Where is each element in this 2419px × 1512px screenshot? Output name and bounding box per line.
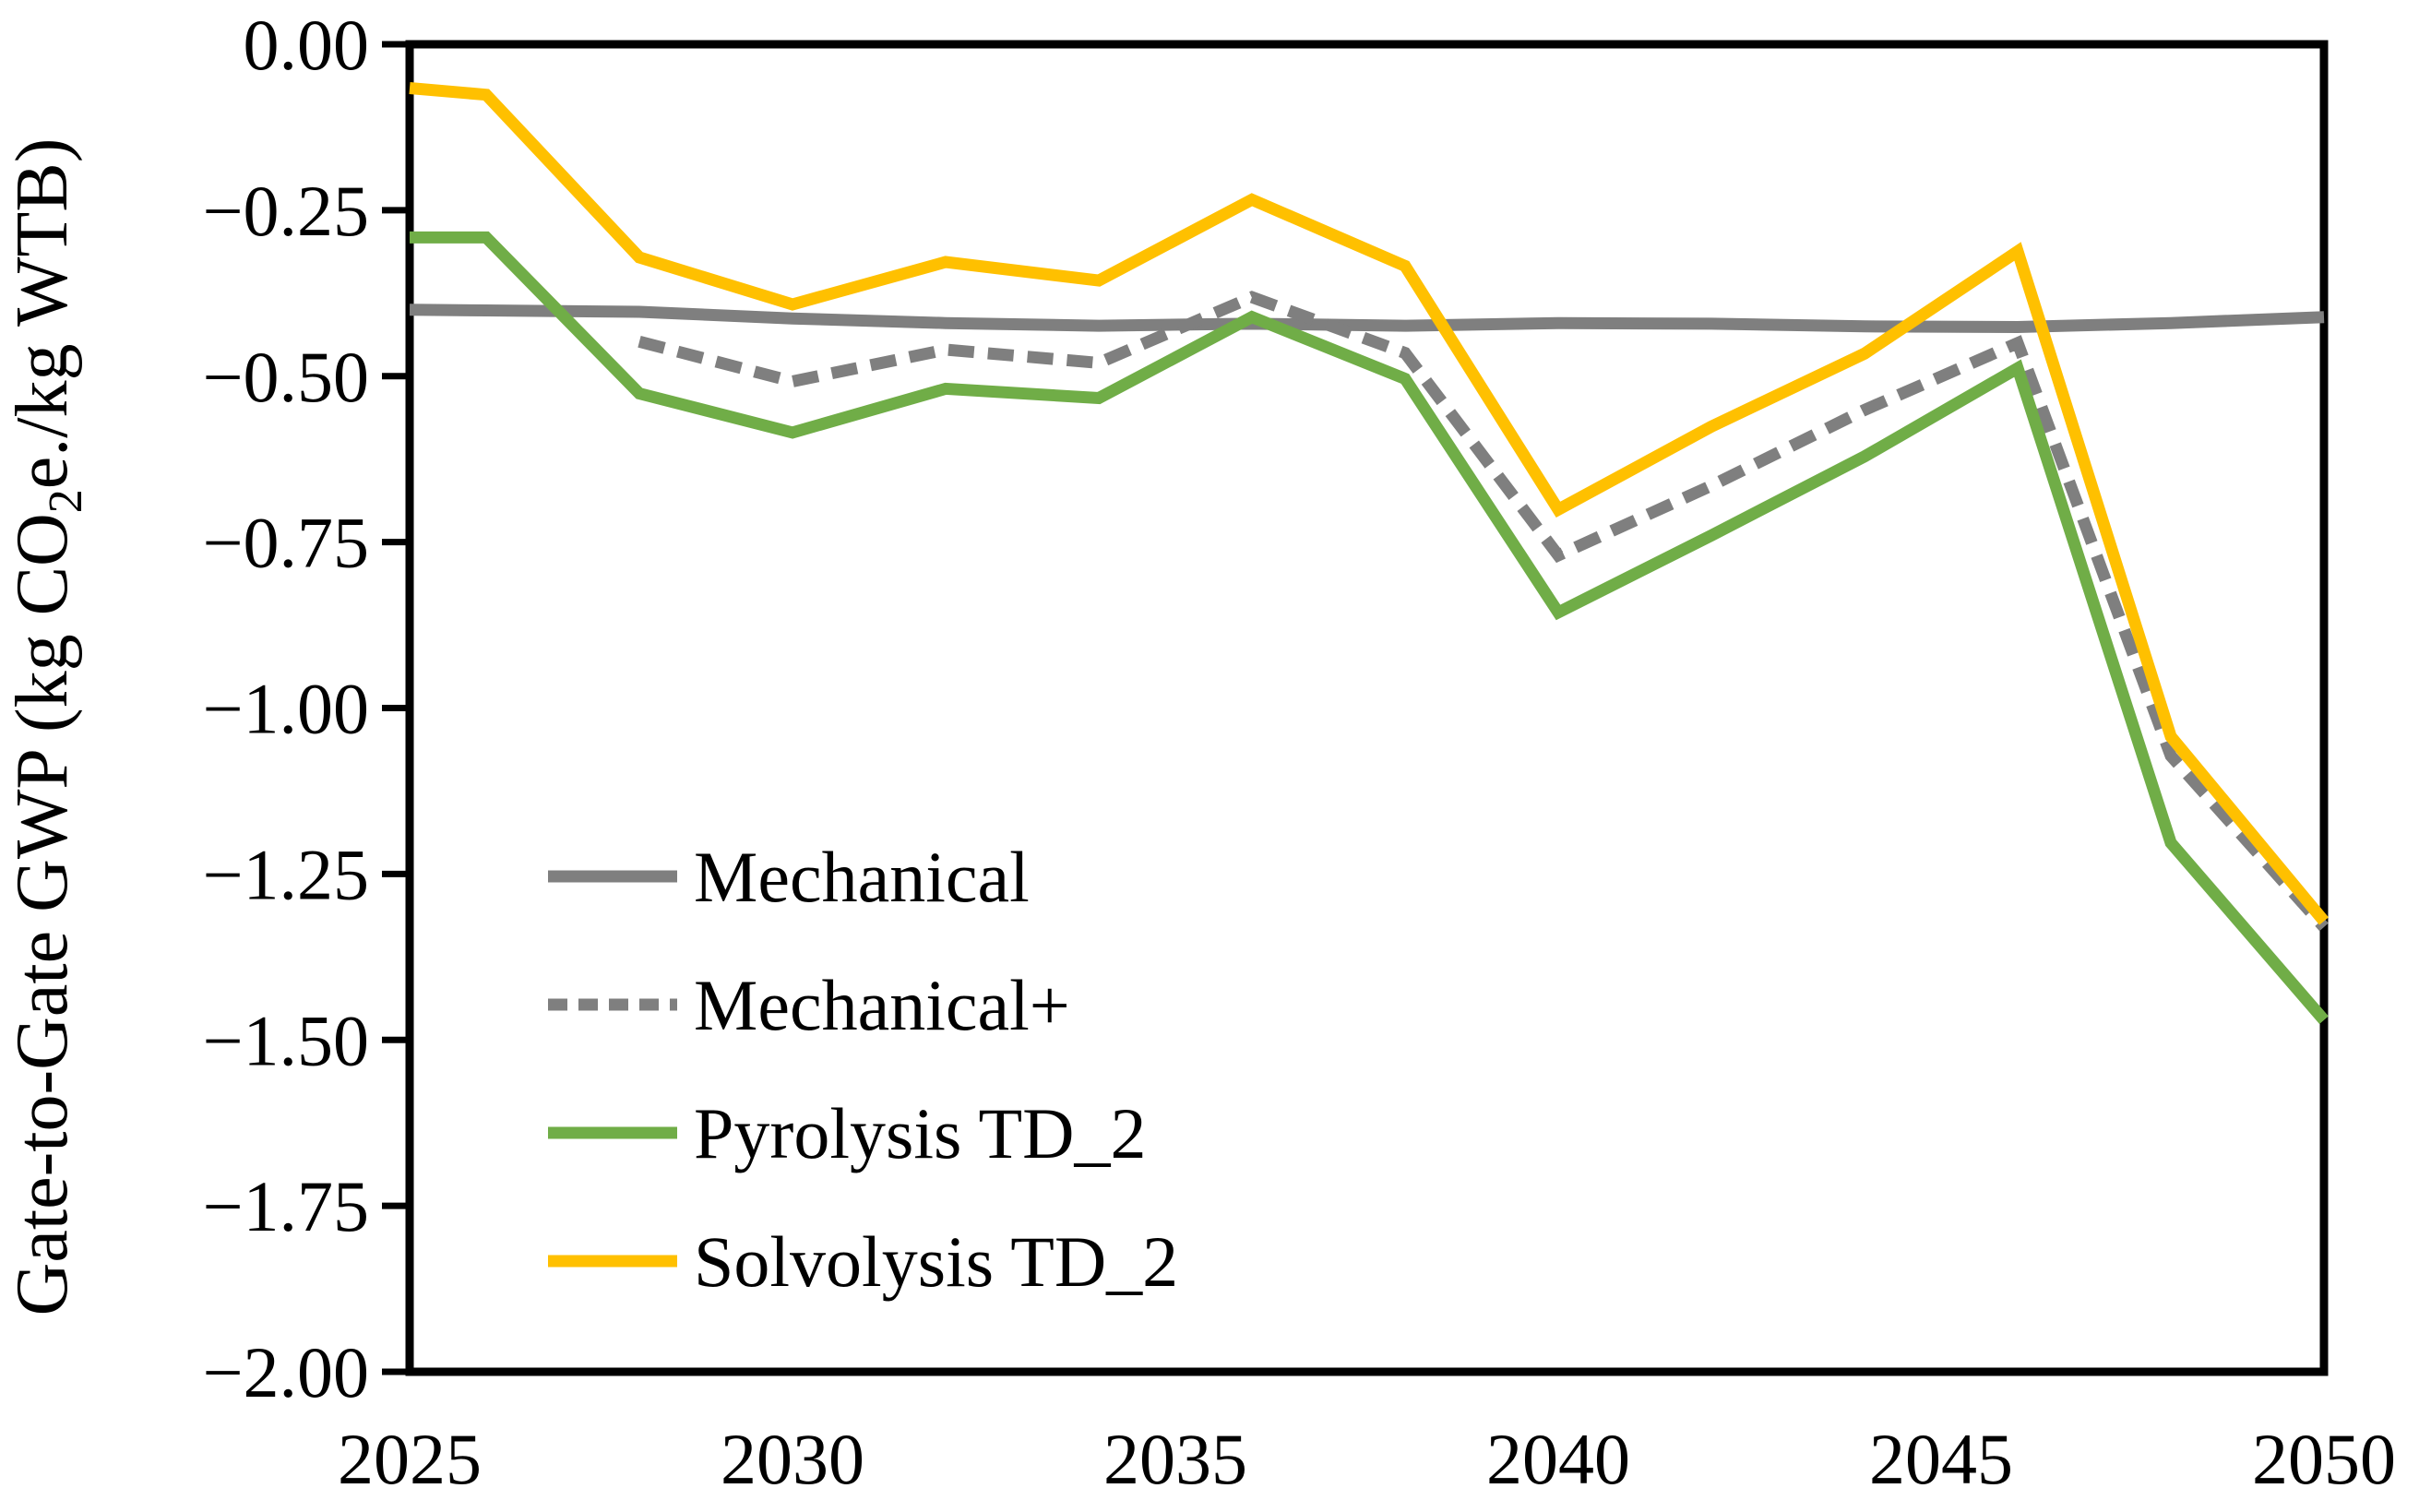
y-axis-tick-label: 0.00	[244, 5, 370, 85]
x-axis-tick-label: 2025	[338, 1419, 482, 1499]
legend-label-pyrolysis-td-2: Pyrolysis TD_2	[694, 1093, 1146, 1173]
series-line-mechanical-	[638, 291, 2329, 932]
legend-label-mechanical: Mechanical	[694, 837, 1030, 917]
y-axis-tick-label: −1.75	[203, 1166, 370, 1246]
y-axis-tick-label: −1.50	[203, 1000, 370, 1080]
plot-border	[405, 40, 2329, 1376]
y-axis-tick-label: −2.00	[203, 1332, 370, 1412]
legend-label-mechanical-: Mechanical+	[694, 965, 1070, 1045]
series-line-pyrolysis-td-2	[410, 231, 2329, 1024]
y-axis-tick-label: −0.25	[203, 171, 370, 251]
x-axis-tick-label: 2035	[1103, 1419, 1247, 1499]
y-axis-tick-label: −0.50	[203, 337, 370, 417]
y-axis-tick-label: −1.00	[203, 669, 370, 749]
y-axis-title: Gate-to-Gate GWP (kg CO2e./kg WTB)	[2, 138, 92, 1316]
series-line-solvolysis-td-2	[409, 82, 2330, 925]
x-axis-tick-label: 2045	[1869, 1419, 2013, 1499]
x-axis-tick-label: 2030	[721, 1419, 864, 1499]
legend-label-solvolysis-td-2: Solvolysis TD_2	[694, 1221, 1178, 1302]
y-axis-tick-label: −0.75	[203, 503, 370, 583]
x-axis-tick-label: 2050	[2252, 1419, 2396, 1499]
x-axis-tick-label: 2040	[1486, 1419, 1630, 1499]
y-axis-tick-label: −1.25	[203, 834, 370, 914]
